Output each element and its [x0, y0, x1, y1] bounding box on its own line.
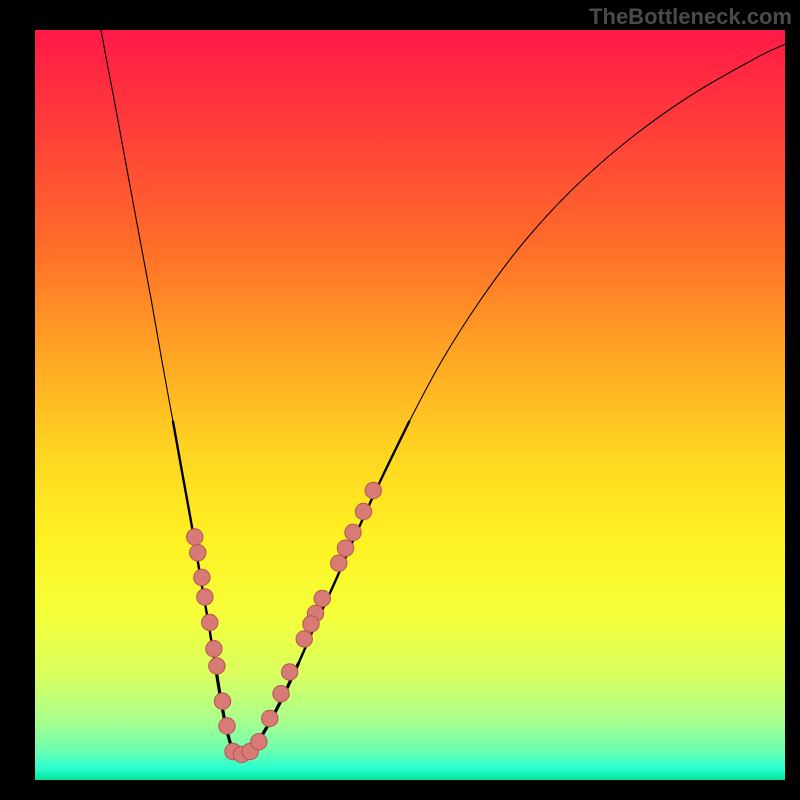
- data-marker: [190, 545, 206, 561]
- data-marker: [194, 569, 210, 585]
- data-marker: [303, 616, 319, 632]
- data-marker: [355, 503, 371, 519]
- data-marker: [197, 589, 213, 605]
- data-marker: [314, 590, 330, 606]
- data-marker: [209, 658, 225, 674]
- data-marker: [214, 693, 230, 709]
- data-marker: [262, 710, 278, 726]
- data-marker: [187, 529, 203, 545]
- watermark-text: TheBottleneck.com: [589, 4, 792, 30]
- data-marker: [206, 641, 222, 657]
- data-marker: [296, 631, 312, 647]
- plot-area: [35, 30, 785, 780]
- data-marker: [219, 718, 235, 734]
- data-marker: [251, 734, 267, 750]
- data-marker: [345, 524, 361, 540]
- data-marker: [365, 482, 381, 498]
- chart-container: TheBottleneck.com: [0, 0, 800, 800]
- data-marker: [281, 664, 297, 680]
- bottleneck-chart: [0, 0, 800, 800]
- data-marker: [273, 686, 289, 702]
- data-marker: [337, 540, 353, 556]
- data-marker: [202, 614, 218, 630]
- data-marker: [331, 555, 347, 571]
